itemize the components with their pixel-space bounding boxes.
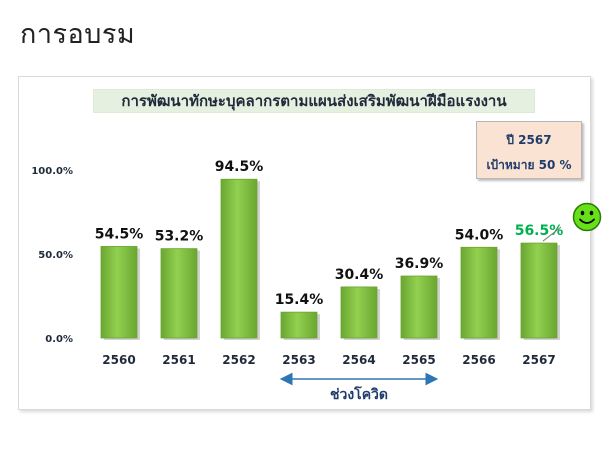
- x-tick-label: 2564: [342, 353, 375, 367]
- page-title: การอบรม: [20, 19, 136, 50]
- target-box: ปี 2567 เป้าหมาย 50 %: [476, 121, 582, 179]
- y-tick-label: 100.0%: [31, 166, 73, 177]
- bar: [520, 242, 558, 339]
- x-tick-label: 2562: [222, 353, 255, 367]
- x-tick-label: 2566: [462, 353, 495, 367]
- bar: [100, 246, 138, 339]
- label-leader-line: [542, 226, 562, 242]
- target-goal: เป้าหมาย 50 %: [486, 158, 572, 172]
- smiley-face-icon: [572, 202, 602, 232]
- target-year: ปี 2567: [506, 133, 552, 147]
- chart-panel: การพัฒนาทักษะบุคลากรตามแผนส่งเสริมพัฒนาฝ…: [18, 76, 591, 410]
- bar-data-label: 94.5%: [215, 159, 264, 175]
- bar: [340, 286, 378, 339]
- x-tick-label: 2560: [102, 353, 135, 367]
- bar-data-label: 36.9%: [395, 256, 444, 272]
- covid-period-label: ช่วงโควิด: [330, 385, 388, 403]
- chart-title: การพัฒนาทักษะบุคลากรตามแผนส่งเสริมพัฒนาฝ…: [93, 89, 535, 113]
- bar-data-label: 15.4%: [275, 292, 324, 308]
- bar-data-label: 30.4%: [335, 267, 384, 283]
- x-tick-label: 2563: [282, 353, 315, 367]
- x-tick-label: 2561: [162, 353, 195, 367]
- bar-data-label: 54.5%: [95, 226, 144, 242]
- bar-data-label: 53.2%: [155, 229, 204, 245]
- y-tick-label: 0.0%: [45, 334, 73, 345]
- bar-chart: 0.0% 50.0% 100.0% 54.5% 2560 53.2% 2561 94.5% 25…: [31, 159, 563, 403]
- bar: [220, 178, 258, 339]
- bar: [280, 311, 318, 339]
- y-tick-label: 50.0%: [38, 250, 73, 261]
- bar: [460, 246, 498, 339]
- x-tick-label: 2565: [402, 353, 435, 367]
- x-tick-label: 2567: [522, 353, 555, 367]
- bar: [160, 248, 198, 339]
- bar-data-label: 54.0%: [455, 227, 504, 243]
- bar: [400, 275, 438, 339]
